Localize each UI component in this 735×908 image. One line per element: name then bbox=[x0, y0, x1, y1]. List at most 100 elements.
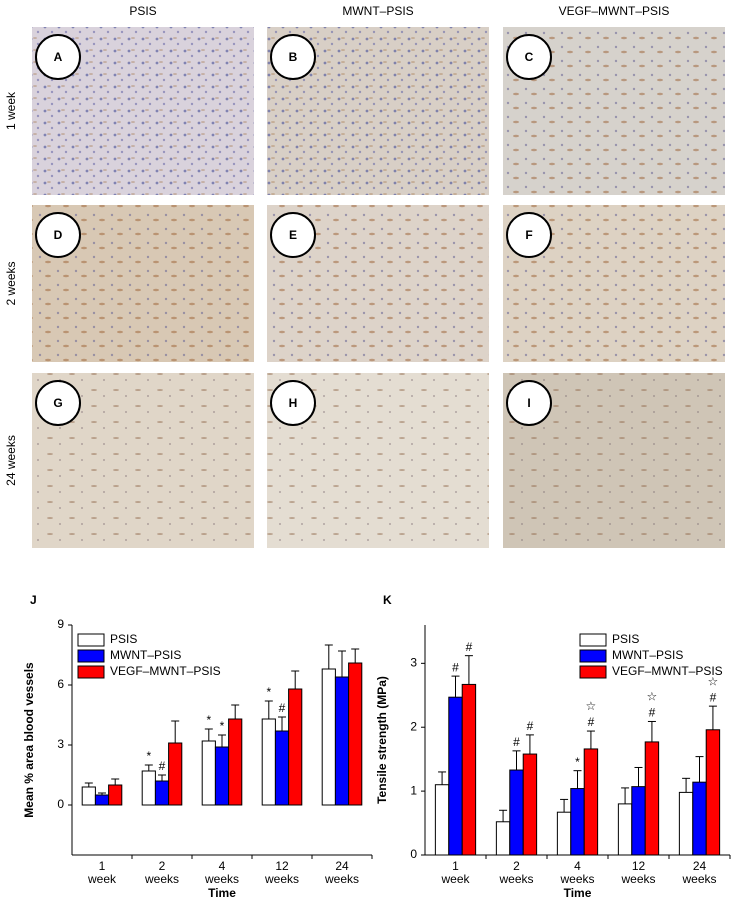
bar bbox=[141, 770, 156, 806]
significance-mark: # bbox=[527, 719, 534, 733]
legend-swatch bbox=[77, 633, 105, 647]
x-tick-label: 1 week bbox=[440, 859, 470, 886]
bar bbox=[94, 794, 110, 806]
x-tick-label: 4 weeks bbox=[559, 859, 594, 886]
x-axis-title: Time bbox=[564, 886, 592, 900]
row-label: 24 weeks bbox=[4, 435, 18, 486]
bar bbox=[448, 696, 463, 856]
x-tick-label: 4 weeks bbox=[204, 859, 239, 886]
significance-mark: # bbox=[513, 735, 520, 749]
panel-label: H bbox=[289, 396, 298, 410]
significance-mark: * bbox=[575, 755, 580, 769]
x-tick-label: 24 weeks bbox=[681, 859, 716, 886]
y-tick-label: 1 bbox=[410, 783, 417, 797]
panel-label: K bbox=[383, 593, 392, 607]
bar bbox=[434, 784, 450, 856]
y-tick-label: 2 bbox=[410, 719, 417, 733]
panel-label: C bbox=[525, 50, 534, 64]
legend-swatch bbox=[579, 649, 607, 663]
legend-label: PSIS bbox=[110, 632, 137, 646]
panel-label: E bbox=[289, 228, 297, 242]
bar bbox=[321, 668, 336, 806]
significance-mark: * bbox=[146, 749, 151, 763]
legend-label: MWNT–PSIS bbox=[110, 648, 181, 662]
significance-mark: * bbox=[220, 719, 225, 733]
legend-label: PSIS bbox=[612, 632, 639, 646]
bar bbox=[631, 786, 646, 856]
row-label: 2 weeks bbox=[4, 261, 18, 305]
y-axis-title: Tensile strength (MPa) bbox=[375, 676, 389, 804]
y-tick-label: 6 bbox=[57, 677, 64, 691]
significance-mark: ☆ bbox=[586, 699, 597, 713]
legend-swatch bbox=[579, 665, 607, 679]
column-header: VEGF–MWNT–PSIS bbox=[559, 4, 670, 18]
y-tick-label: 3 bbox=[57, 737, 64, 751]
column-header: PSIS bbox=[129, 4, 156, 18]
bar bbox=[108, 784, 123, 806]
bar bbox=[261, 718, 276, 806]
panel-label: J bbox=[30, 593, 37, 607]
bar bbox=[692, 781, 707, 856]
bar bbox=[334, 676, 350, 806]
bar bbox=[678, 791, 694, 856]
significance-mark: * bbox=[266, 685, 271, 699]
bar bbox=[522, 753, 538, 856]
bar bbox=[228, 718, 243, 806]
x-tick-label: 12 weeks bbox=[620, 859, 655, 886]
panel-label: B bbox=[289, 50, 298, 64]
x-tick-label: 24 weeks bbox=[324, 859, 359, 886]
x-tick-label: 2 weeks bbox=[144, 859, 179, 886]
significance-mark: ☆ bbox=[708, 674, 719, 688]
significance-mark: # bbox=[710, 690, 717, 704]
significance-mark: # bbox=[159, 759, 166, 773]
bar bbox=[214, 746, 230, 806]
panel-badge bbox=[506, 380, 552, 426]
significance-mark: # bbox=[466, 640, 473, 654]
panel-label: A bbox=[54, 50, 63, 64]
panel-label: D bbox=[54, 228, 63, 242]
bar bbox=[644, 741, 660, 856]
significance-mark: # bbox=[279, 701, 286, 715]
panel-badge bbox=[270, 34, 316, 80]
y-axis-title: Mean % area blood vessels bbox=[22, 662, 36, 818]
significance-mark: * bbox=[206, 713, 211, 727]
bar bbox=[583, 748, 599, 856]
legend-swatch bbox=[77, 649, 105, 663]
bar bbox=[288, 688, 303, 806]
panel-label: F bbox=[525, 228, 532, 242]
panel-badge bbox=[35, 34, 81, 80]
bar bbox=[81, 786, 96, 806]
bar bbox=[705, 729, 721, 856]
significance-mark: # bbox=[649, 706, 656, 720]
bar bbox=[348, 662, 363, 806]
bar bbox=[274, 730, 290, 806]
bar bbox=[154, 780, 170, 806]
bar bbox=[556, 811, 572, 856]
panel-label: G bbox=[53, 396, 62, 410]
significance-mark: # bbox=[588, 715, 595, 729]
bar bbox=[509, 769, 524, 856]
column-header: MWNT–PSIS bbox=[342, 4, 413, 18]
significance-mark: ☆ bbox=[647, 690, 658, 704]
legend-swatch bbox=[579, 633, 607, 647]
bar bbox=[461, 683, 477, 856]
bar bbox=[168, 742, 183, 806]
significance-mark: # bbox=[452, 660, 459, 674]
panel-badge bbox=[270, 380, 316, 426]
legend-label: MWNT–PSIS bbox=[612, 648, 683, 662]
bar bbox=[570, 788, 585, 856]
legend-label: VEGF–MWNT–PSIS bbox=[110, 664, 221, 678]
x-tick-label: 1 week bbox=[87, 859, 117, 886]
y-tick-label: 9 bbox=[57, 617, 64, 631]
row-label: 1 week bbox=[4, 91, 18, 130]
y-tick-label: 3 bbox=[410, 656, 417, 670]
x-tick-label: 12 weeks bbox=[264, 859, 299, 886]
bar bbox=[617, 803, 633, 856]
legend-label: VEGF–MWNT–PSIS bbox=[612, 664, 723, 678]
panel-label: I bbox=[527, 396, 530, 410]
x-tick-label: 2 weeks bbox=[498, 859, 533, 886]
panel-badge bbox=[35, 380, 81, 426]
panel-badge bbox=[506, 212, 552, 258]
panel-badge bbox=[506, 34, 552, 80]
